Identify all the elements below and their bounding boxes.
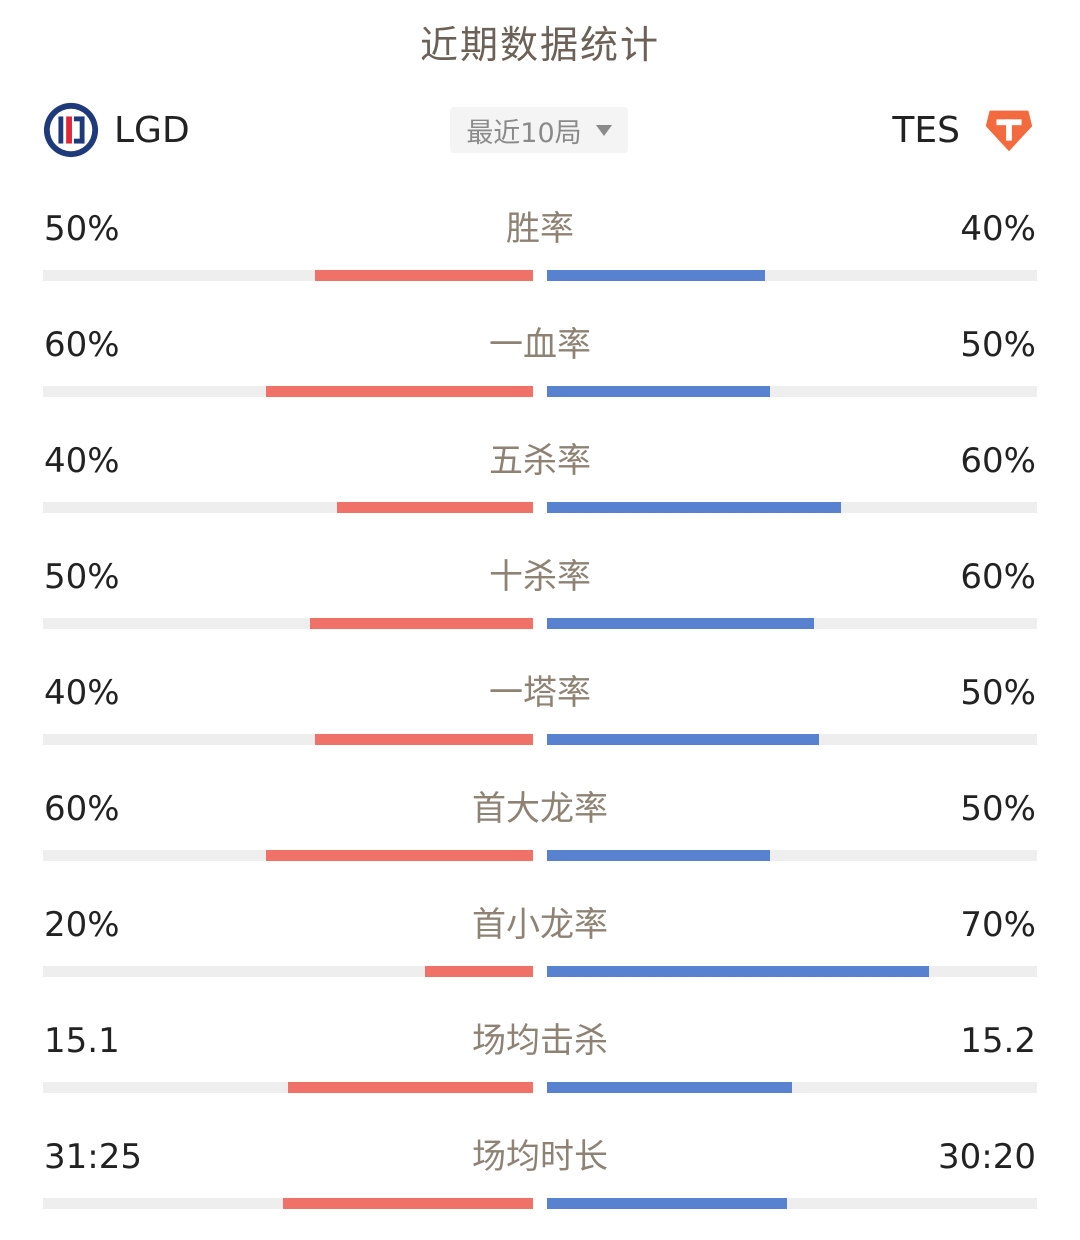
right-value: 15.2 (960, 1021, 1036, 1061)
right-bar-track (547, 1198, 1037, 1209)
lgd-logo (43, 102, 99, 158)
stat-label: 首小龙率 (472, 905, 608, 945)
left-bar-fill (265, 850, 533, 861)
stat-row: 60% 首大龙率 50% (0, 770, 1080, 886)
stat-row: 40% 一塔率 50% (0, 654, 1080, 770)
stat-label: 一塔率 (489, 673, 591, 713)
right-bar-track (547, 850, 1037, 861)
right-value: 50% (960, 789, 1036, 829)
right-bar-track (547, 966, 1037, 977)
right-bar-track (547, 618, 1037, 629)
team-left-name: LGD (114, 109, 190, 151)
stat-row: 50% 胜率 40% (0, 190, 1080, 306)
left-bar-fill (425, 966, 533, 977)
stat-label: 五杀率 (489, 441, 591, 481)
right-value: 70% (960, 905, 1036, 945)
page-title: 近期数据统计 (419, 23, 660, 67)
left-value: 50% (44, 209, 120, 249)
right-bar-track (547, 734, 1037, 745)
left-bar-track (43, 850, 533, 861)
left-bar-fill (337, 502, 533, 513)
stat-row: 31:25 场均时长 30:20 (0, 1118, 1080, 1234)
left-value: 60% (44, 789, 120, 829)
left-value: 31:25 (44, 1137, 142, 1177)
stat-row: 60% 一血率 50% (0, 306, 1080, 422)
right-bar-fill (547, 1198, 788, 1209)
stat-row: 50% 十杀率 60% (0, 538, 1080, 654)
left-bar-fill (314, 734, 533, 745)
left-bar-track (43, 734, 533, 745)
stat-label: 胜率 (506, 209, 574, 249)
period-label: 最近10局 (466, 117, 582, 149)
team-right[interactable]: TES (892, 98, 1038, 162)
left-bar-track (43, 386, 533, 397)
right-value: 50% (960, 325, 1036, 365)
stat-label: 一血率 (489, 325, 591, 365)
right-bar-fill (547, 386, 770, 397)
stat-label: 十杀率 (489, 557, 591, 597)
left-bar-track (43, 502, 533, 513)
tes-logo (985, 110, 1033, 152)
right-value: 50% (960, 673, 1036, 713)
left-value: 15.1 (44, 1021, 120, 1061)
left-bar-track (43, 1198, 533, 1209)
stat-row: 15.1 场均击杀 15.2 (0, 1002, 1080, 1118)
left-bar-track (43, 1082, 533, 1093)
left-value: 60% (44, 325, 120, 365)
right-bar-track (547, 502, 1037, 513)
right-bar-fill (547, 502, 841, 513)
team-left[interactable]: LGD (42, 98, 190, 162)
stat-label: 场均时长 (472, 1137, 608, 1177)
right-value: 30:20 (938, 1137, 1036, 1177)
stat-row: 40% 五杀率 60% (0, 422, 1080, 538)
right-value: 60% (960, 557, 1036, 597)
stats-list: 50% 胜率 40% 60% 一血率 50% 40% 五杀率 60% 50% 十杀率 60% 40% 一塔… (0, 190, 1080, 1234)
left-bar-track (43, 270, 533, 281)
right-bar-fill (547, 850, 770, 861)
right-value: 40% (960, 209, 1036, 249)
left-bar-fill (283, 1198, 533, 1209)
right-bar-fill (547, 1082, 792, 1093)
left-bar-fill (310, 618, 533, 629)
left-value: 20% (44, 905, 120, 945)
left-value: 40% (44, 673, 120, 713)
stat-label: 场均击杀 (472, 1021, 608, 1061)
team-right-name: TES (892, 109, 960, 151)
left-value: 40% (44, 441, 120, 481)
right-bar-fill (547, 966, 930, 977)
left-bar-track (43, 618, 533, 629)
right-bar-track (547, 270, 1037, 281)
caret-down-icon (595, 124, 612, 136)
left-bar-fill (265, 386, 533, 397)
left-bar-track (43, 966, 533, 977)
right-bar-fill (547, 734, 819, 745)
stat-label: 首大龙率 (472, 789, 608, 829)
left-bar-fill (288, 1082, 533, 1093)
right-bar-fill (547, 270, 766, 281)
right-bar-fill (547, 618, 815, 629)
stat-row: 20% 首小龙率 70% (0, 886, 1080, 1002)
period-selector[interactable]: 最近10局 (450, 107, 628, 153)
left-value: 50% (44, 557, 120, 597)
left-bar-fill (314, 270, 533, 281)
right-value: 60% (960, 441, 1036, 481)
right-bar-track (547, 1082, 1037, 1093)
right-bar-track (547, 386, 1037, 397)
